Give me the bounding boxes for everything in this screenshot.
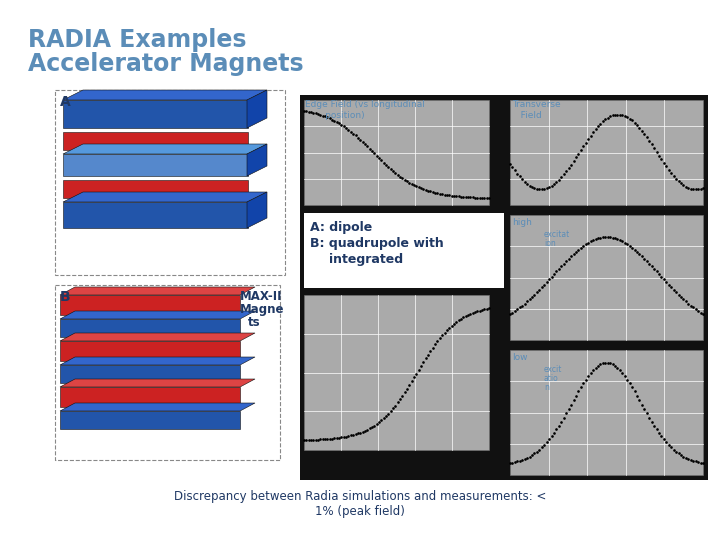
- Polygon shape: [60, 357, 255, 365]
- Polygon shape: [60, 379, 255, 387]
- Text: low: low: [512, 353, 528, 362]
- Text: Transverse: Transverse: [512, 100, 561, 109]
- Polygon shape: [63, 192, 267, 202]
- FancyBboxPatch shape: [304, 295, 489, 450]
- Text: A: A: [60, 95, 71, 109]
- Text: B: quadrupole with: B: quadrupole with: [310, 237, 444, 250]
- Text: Discrepancy between Radia simulations and measurements: <
1% (peak field): Discrepancy between Radia simulations an…: [174, 490, 546, 518]
- Text: position): position): [305, 111, 364, 120]
- FancyBboxPatch shape: [510, 100, 703, 205]
- Polygon shape: [60, 287, 255, 295]
- Text: B: B: [60, 290, 71, 304]
- FancyBboxPatch shape: [304, 100, 489, 205]
- Text: ion: ion: [544, 239, 556, 248]
- Text: excit: excit: [544, 365, 562, 374]
- FancyBboxPatch shape: [304, 213, 504, 288]
- Text: atio: atio: [544, 374, 559, 383]
- Polygon shape: [60, 403, 255, 411]
- Polygon shape: [63, 144, 267, 154]
- FancyBboxPatch shape: [510, 215, 703, 340]
- Polygon shape: [247, 144, 267, 176]
- Text: high: high: [512, 218, 532, 227]
- Text: excitat: excitat: [544, 230, 570, 239]
- FancyBboxPatch shape: [60, 319, 240, 337]
- Text: integrated: integrated: [329, 253, 403, 266]
- Polygon shape: [247, 90, 267, 128]
- Polygon shape: [63, 90, 267, 100]
- FancyBboxPatch shape: [63, 180, 248, 198]
- FancyBboxPatch shape: [60, 365, 240, 383]
- Polygon shape: [247, 192, 267, 228]
- Polygon shape: [60, 333, 255, 341]
- Text: ts: ts: [248, 316, 261, 329]
- FancyBboxPatch shape: [63, 100, 248, 128]
- Text: A: dipole: A: dipole: [310, 221, 372, 234]
- FancyBboxPatch shape: [63, 202, 248, 228]
- Text: Field: Field: [512, 111, 541, 120]
- Text: n: n: [544, 383, 549, 392]
- Text: MAX-II: MAX-II: [240, 290, 282, 303]
- FancyBboxPatch shape: [63, 154, 248, 176]
- FancyBboxPatch shape: [60, 387, 240, 407]
- Polygon shape: [60, 311, 255, 319]
- FancyBboxPatch shape: [300, 95, 708, 480]
- Text: Edge Field (vs longitudinal: Edge Field (vs longitudinal: [305, 100, 425, 109]
- Text: RADIA Examples: RADIA Examples: [28, 28, 246, 52]
- Text: Magne: Magne: [240, 303, 284, 316]
- FancyBboxPatch shape: [60, 295, 240, 315]
- FancyBboxPatch shape: [60, 411, 240, 429]
- Text: Accelerator Magnets: Accelerator Magnets: [28, 52, 304, 76]
- FancyBboxPatch shape: [60, 341, 240, 361]
- FancyBboxPatch shape: [510, 350, 703, 475]
- FancyBboxPatch shape: [63, 132, 248, 150]
